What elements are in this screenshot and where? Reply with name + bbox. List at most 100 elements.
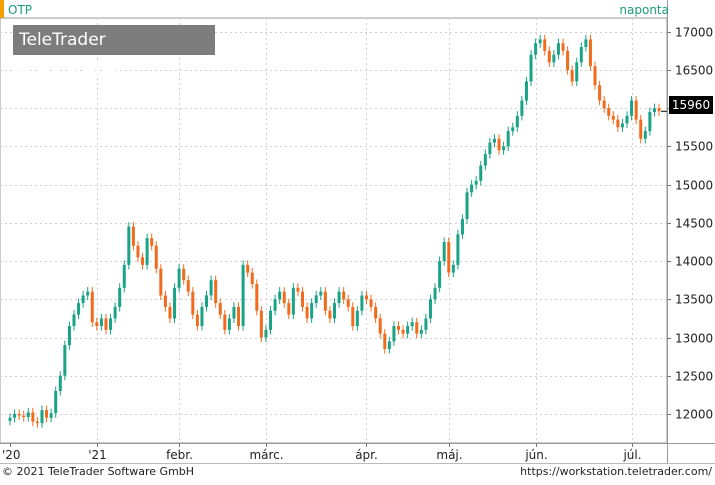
candle-body [588, 39, 592, 67]
y-tick-label: 12500 [675, 370, 713, 384]
candle-body [141, 257, 145, 265]
candle-body [602, 100, 606, 109]
candle-body [515, 115, 519, 128]
candle-body [26, 412, 30, 418]
candle-body [328, 310, 332, 319]
candle-body [383, 333, 387, 349]
x-tick-label: máj. [436, 448, 462, 462]
candle-body [122, 264, 126, 288]
candle-body [150, 238, 154, 246]
candle-body [195, 314, 199, 327]
candle-body [378, 318, 382, 334]
copyright-text: © 2021 TeleTrader Software GmbH [2, 465, 195, 478]
candle-body [319, 291, 323, 296]
candle-body [305, 306, 309, 319]
candle-body [310, 303, 314, 319]
candle-body [241, 264, 245, 327]
candle-body [556, 43, 560, 55]
candle-body [35, 421, 39, 424]
candle-body [401, 329, 405, 334]
candle-body [296, 287, 300, 292]
candle-body [67, 326, 71, 346]
candle-body [40, 410, 44, 424]
candle-body [524, 81, 528, 101]
candle-body [369, 299, 373, 307]
candle-body [492, 138, 496, 143]
candle-body [570, 69, 574, 82]
candle-body [269, 310, 273, 330]
source-url[interactable]: https://workstation.teletrader.com/ [520, 465, 712, 478]
candle-body [72, 314, 76, 327]
candle-body [205, 295, 209, 307]
footer: © 2021 TeleTrader Software GmbH https://… [0, 463, 715, 481]
candle-body [282, 291, 286, 304]
candle-body [598, 85, 602, 101]
candle-body [447, 241, 451, 273]
x-tick-label: ápr. [355, 448, 378, 462]
candle-body [566, 50, 570, 70]
candle-body [131, 226, 135, 246]
candle-body [456, 234, 460, 265]
candle-body [538, 39, 542, 44]
candle-body [314, 295, 318, 304]
candle-body [657, 108, 661, 112]
candle-body [182, 268, 186, 281]
y-tick-label: 14500 [675, 217, 713, 231]
candle-body [648, 112, 652, 132]
candle-body [163, 295, 167, 307]
candle-body [552, 54, 556, 63]
candle-body [81, 295, 85, 304]
y-tick-label: 15500 [675, 140, 713, 154]
candle-body [145, 238, 149, 265]
candle-body [86, 291, 90, 296]
candle-body [406, 326, 410, 334]
candle-body [424, 318, 428, 330]
logo: TeleTrader WorkStation [13, 25, 215, 80]
candle-body [639, 119, 643, 139]
candle-body [173, 287, 177, 319]
candle-body [630, 100, 634, 116]
candle-body [250, 272, 254, 285]
candle-body [54, 391, 58, 414]
candle-body [438, 261, 442, 288]
y-tick-label: 17000 [675, 26, 713, 40]
candle-body [620, 123, 624, 128]
candle-body [460, 219, 464, 235]
candle-body [259, 310, 263, 338]
candle-body [49, 413, 53, 418]
candle-body [95, 322, 99, 327]
candle-body [470, 184, 474, 193]
candle-body [502, 146, 506, 151]
candle-body [433, 287, 437, 300]
y-tick-label: 12000 [675, 408, 713, 422]
candle-body [287, 303, 291, 315]
period-label[interactable]: naponta [619, 3, 669, 17]
candle-body [360, 295, 364, 311]
candle-body [186, 280, 190, 292]
candle-body [63, 345, 67, 376]
candle-body [497, 138, 501, 151]
candle-body [168, 306, 172, 319]
last-price-badge: 15960 [669, 96, 713, 114]
candle-body [127, 226, 131, 265]
candle-body [214, 280, 218, 304]
symbol-marker [0, 0, 4, 18]
candle-body [364, 295, 368, 300]
candle-body [355, 310, 359, 327]
candle-body [643, 131, 647, 139]
candle-body [264, 329, 268, 338]
candle-body [237, 306, 241, 327]
candle-body [579, 47, 583, 63]
candle-body [396, 326, 400, 330]
candle-body [387, 341, 391, 349]
logo-brand-light: TeleTrader [19, 30, 106, 50]
candle-body [534, 43, 538, 55]
candle-body [58, 375, 62, 392]
candle-body [561, 43, 565, 51]
candle-body [584, 39, 588, 48]
x-tick-label: jún. [524, 448, 547, 462]
candle-body [593, 66, 597, 86]
y-tick-label: 14000 [675, 255, 713, 269]
y-tick-label: 16500 [675, 64, 713, 78]
